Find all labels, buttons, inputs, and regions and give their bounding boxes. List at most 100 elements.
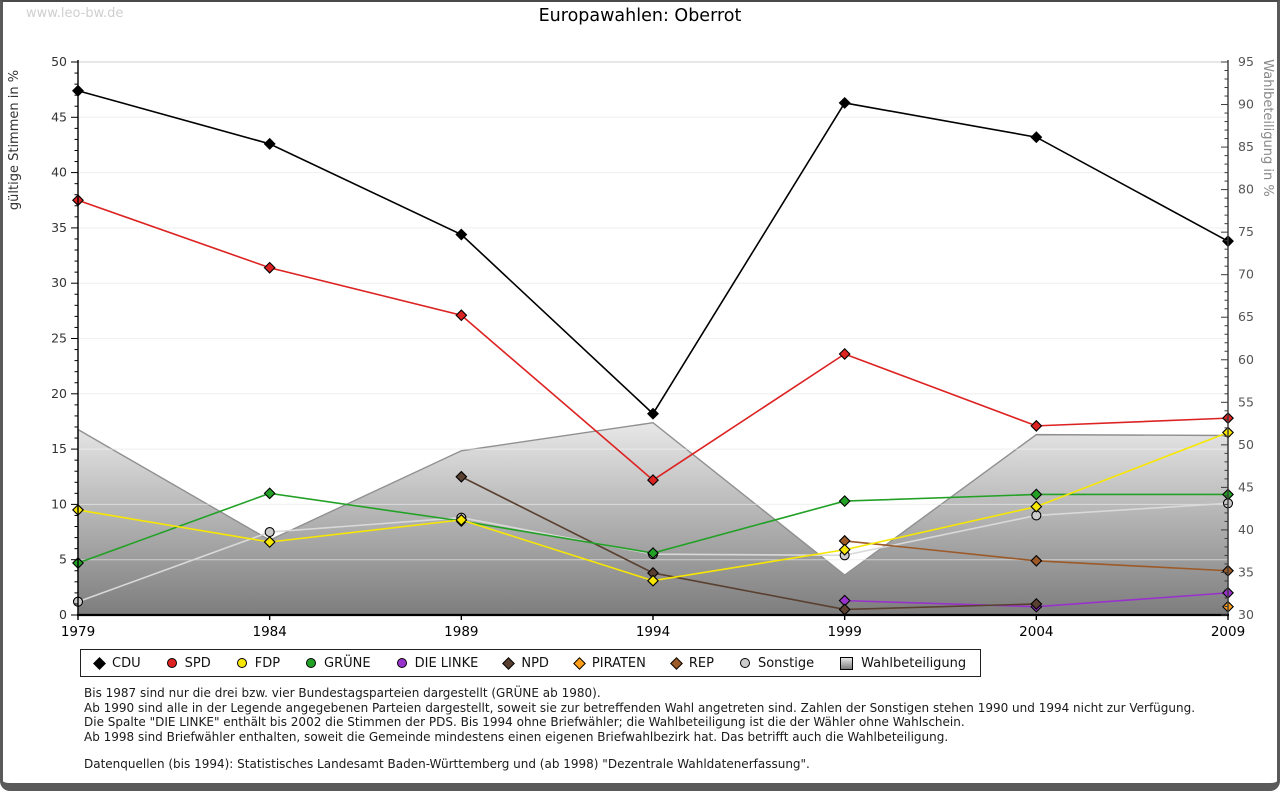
legend: CDU SPD FDP GRÜNE DIE LINKE NPD PIRATEN REP Sons… (80, 649, 982, 677)
legend-label: FDP (254, 655, 281, 671)
legend-swatch-square (840, 656, 854, 670)
legend-item-rep: REP (670, 655, 714, 671)
svg-text:35: 35 (51, 220, 67, 235)
marker-grüne (838, 495, 851, 508)
marker-spd (838, 348, 851, 360)
legend-swatch-circle (396, 658, 407, 668)
x-axis-ticks: 1979 1984 1989 1994 1999 2004 2009 (61, 615, 1245, 640)
marker-rep (1030, 554, 1043, 567)
marker-spd (455, 309, 468, 322)
left-axis-title: gültige Stimmen in % (7, 70, 22, 210)
legend-item-spd: SPD (166, 655, 211, 671)
svg-text:40: 40 (51, 165, 67, 180)
marker-cdu (263, 137, 276, 150)
watermark: www.leo-bw.de (26, 6, 124, 21)
svg-text:35: 35 (1238, 564, 1254, 579)
right-axis-ticks: 30 35 40 45 50 55 60 65 70 75 80 85 90 95 (1221, 54, 1254, 622)
legend-item-die-linke: DIE LINKE (396, 655, 479, 671)
svg-text:70: 70 (1238, 267, 1254, 282)
legend-item-fdp: FDP (236, 655, 281, 671)
marker-cdu (647, 407, 659, 420)
svg-text:2004: 2004 (1019, 624, 1053, 640)
footnotes: Bis 1987 sind nur die drei bzw. vier Bun… (84, 686, 1195, 772)
legend-item-npd: NPD (502, 655, 549, 671)
marker-grüne (263, 487, 276, 500)
footnote-line: Ab 1998 sind Briefwähler enthalten, sowe… (84, 729, 949, 744)
legend-label: NPD (521, 655, 549, 671)
svg-text:1984: 1984 (252, 624, 286, 640)
marker-sonstige (264, 526, 275, 538)
legend-swatch-circle (739, 658, 750, 668)
svg-text:45: 45 (51, 109, 67, 124)
svg-text:60: 60 (1238, 352, 1254, 367)
svg-text:50: 50 (1238, 437, 1254, 452)
legend-item-sonstige: Sonstige (739, 655, 815, 671)
svg-text:50: 50 (51, 54, 67, 69)
legend-label: Wahlbeteiligung (861, 655, 967, 671)
marker-npd (455, 470, 468, 483)
footnote-line: Die Spalte "DIE LINKE" enthält bis 2002 … (84, 715, 965, 730)
series-npd (455, 470, 1043, 616)
marker-npd (1030, 597, 1043, 610)
legend-label: DIE LINKE (414, 655, 479, 671)
svg-text:30: 30 (1238, 607, 1254, 622)
legend-item-cdu: CDU (93, 655, 141, 671)
svg-text:20: 20 (51, 386, 67, 401)
svg-text:95: 95 (1238, 54, 1254, 69)
svg-text:1994: 1994 (636, 624, 670, 640)
marker-grüne (647, 547, 659, 560)
marker-cdu (1030, 131, 1043, 144)
legend-swatch-circle (236, 658, 247, 668)
right-axis-title: Wahlbeteiligung in % (1260, 59, 1275, 196)
marker-spd (263, 261, 276, 274)
svg-text:1999: 1999 (827, 624, 861, 640)
series-cdu (72, 84, 1234, 420)
svg-text:1989: 1989 (444, 624, 478, 640)
marker-fdp (1030, 500, 1043, 513)
page-title: Europawahlen: Oberrot (538, 6, 742, 26)
legend-label: Sonstige (757, 655, 815, 671)
svg-text:55: 55 (1238, 394, 1254, 409)
marker-fdp (647, 574, 659, 587)
svg-text:1979: 1979 (61, 624, 95, 640)
svg-text:10: 10 (51, 496, 67, 511)
legend-item-wahlbeteiligung: Wahlbeteiligung (840, 656, 966, 671)
legend-swatch-diamond (670, 656, 683, 670)
legend-label: GRÜNE (324, 655, 371, 671)
legend-label: SPD (184, 655, 211, 671)
legend-item-grüne: GRÜNE (306, 656, 371, 671)
marker-spd (1030, 419, 1043, 432)
legend-swatch-diamond (93, 656, 106, 670)
legend-swatch-circle (306, 658, 317, 668)
legend-swatch-diamond (573, 656, 586, 670)
marker-cdu (455, 228, 468, 241)
series-fdp (72, 426, 1234, 587)
marker-grüne (1030, 488, 1043, 501)
marker-fdp (455, 513, 468, 526)
svg-text:40: 40 (1238, 522, 1254, 537)
legend-swatch-circle (166, 658, 177, 668)
left-axis-ticks: 0 5 10 15 20 25 30 35 40 45 50 (51, 54, 78, 622)
svg-text:75: 75 (1238, 224, 1254, 239)
svg-text:90: 90 (1238, 97, 1254, 112)
legend-label: REP (688, 655, 714, 671)
svg-text:15: 15 (51, 441, 67, 456)
line-chart: 0 5 10 15 20 25 30 35 40 45 50 30 35 40 45 50 55 60 65 70 75… (7, 54, 1275, 640)
marker-fdp (838, 543, 851, 556)
legend-label: CDU (112, 655, 141, 671)
svg-text:85: 85 (1238, 139, 1254, 154)
legend-swatch-diamond (502, 656, 516, 670)
svg-text:0: 0 (59, 607, 67, 622)
svg-text:30: 30 (51, 275, 67, 290)
svg-text:80: 80 (1238, 182, 1254, 197)
svg-text:2009: 2009 (1211, 624, 1245, 640)
legend-item-piraten: PIRATEN (573, 656, 646, 671)
footnote-source: Datenquellen (bis 1994): Statistisches L… (84, 757, 810, 772)
marker-cdu (838, 96, 851, 109)
svg-text:25: 25 (51, 331, 67, 346)
footnote-line: Bis 1987 sind nur die drei bzw. vier Bun… (84, 686, 601, 700)
marker-spd (647, 474, 659, 487)
svg-text:45: 45 (1238, 479, 1254, 494)
svg-text:65: 65 (1238, 309, 1254, 324)
